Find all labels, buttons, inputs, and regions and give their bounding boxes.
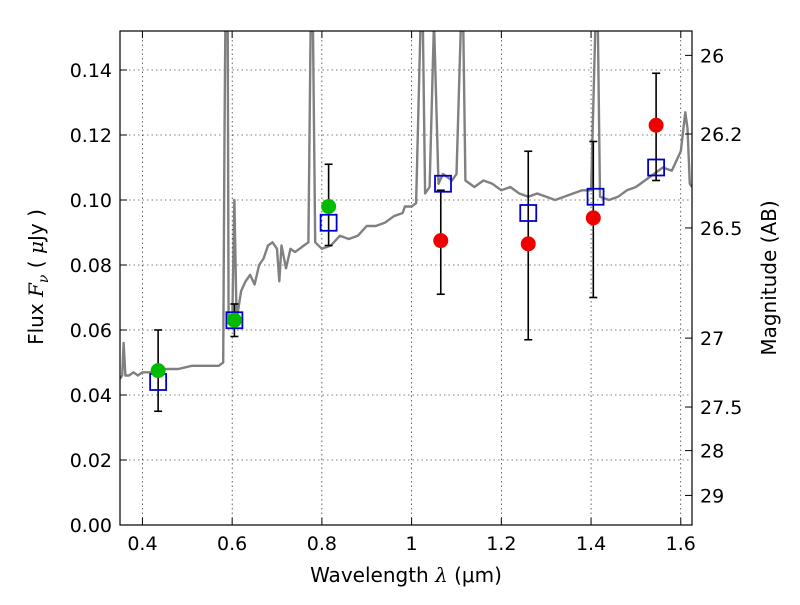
x-tick-label: 0.4 — [127, 533, 157, 555]
y-tick-label: 0.12 — [70, 125, 112, 147]
grid — [120, 31, 692, 526]
x-axis-title-text: Wavelength — [310, 563, 435, 587]
plot-frame — [119, 30, 693, 526]
model-box — [319, 213, 338, 232]
y-axis-title-symbol: F — [24, 282, 48, 298]
red-data-point — [433, 233, 449, 249]
y2-tick-label: 27 — [700, 328, 724, 350]
y-axis-title-subscript: ν — [36, 274, 52, 283]
y2-tick-label: 28 — [700, 441, 724, 463]
y-axis-title-open: ( — [24, 254, 48, 275]
green-data-point — [321, 199, 337, 214]
spectrum-line — [120, 31, 692, 380]
axis-ticks: 0.4 0.6 0.8 1 1.2 1.4 1.6 0.00 0.02 0.04 0.06 0.08 0… — [70, 31, 742, 555]
y2-tick-label: 26.5 — [700, 218, 742, 240]
spectrum-series — [120, 31, 692, 380]
green-data-point — [150, 363, 166, 379]
model-box — [519, 204, 538, 222]
y-axis-title-text: Flux — [24, 297, 48, 345]
errorbar-series — [154, 72, 661, 413]
y2-axis-title: Magnitude (AB) — [757, 200, 781, 355]
y-axis-title-mu: μ — [24, 241, 48, 254]
green-data-point — [226, 312, 242, 328]
model-box — [434, 174, 452, 193]
x-tick-label: 1 — [406, 533, 418, 555]
red-data-point — [520, 236, 536, 252]
y-tick-label: 0.04 — [70, 385, 112, 407]
y2-tick-label: 26.2 — [700, 124, 742, 146]
y2-tick-label: 29 — [700, 485, 724, 507]
x-tick-label: 1.4 — [576, 533, 606, 555]
model-box — [225, 311, 244, 330]
red-data-point — [585, 210, 601, 226]
model-box — [647, 158, 666, 177]
x-axis-title: Wavelength λ (μm) — [310, 563, 502, 587]
red-data-point — [648, 117, 664, 133]
y-tick-label: 0.08 — [70, 255, 112, 277]
model-box — [586, 187, 605, 206]
x-axis-title-unit: (μm) — [448, 563, 502, 587]
model-box-series — [149, 158, 666, 391]
y-tick-label: 0.06 — [70, 320, 112, 342]
y2-tick-label: 26 — [700, 45, 724, 67]
y-axis-title-unit: Jy ) — [24, 209, 48, 243]
x-tick-label: 1.2 — [486, 533, 516, 555]
x-tick-label: 1.6 — [666, 533, 696, 555]
x-tick-label: 0.8 — [307, 533, 337, 555]
y-tick-label: 0.14 — [70, 60, 112, 82]
y-tick-label: 0.10 — [70, 190, 112, 212]
photometry-series — [150, 117, 664, 379]
x-axis-title-symbol: λ — [434, 563, 448, 587]
y-axis-title: Flux Fν ( μJy ) — [24, 209, 52, 345]
y2-tick-label: 27.5 — [700, 397, 742, 419]
x-tick-label: 0.6 — [217, 533, 247, 555]
y-tick-label: 0.00 — [70, 515, 112, 537]
y-tick-label: 0.02 — [70, 450, 112, 472]
